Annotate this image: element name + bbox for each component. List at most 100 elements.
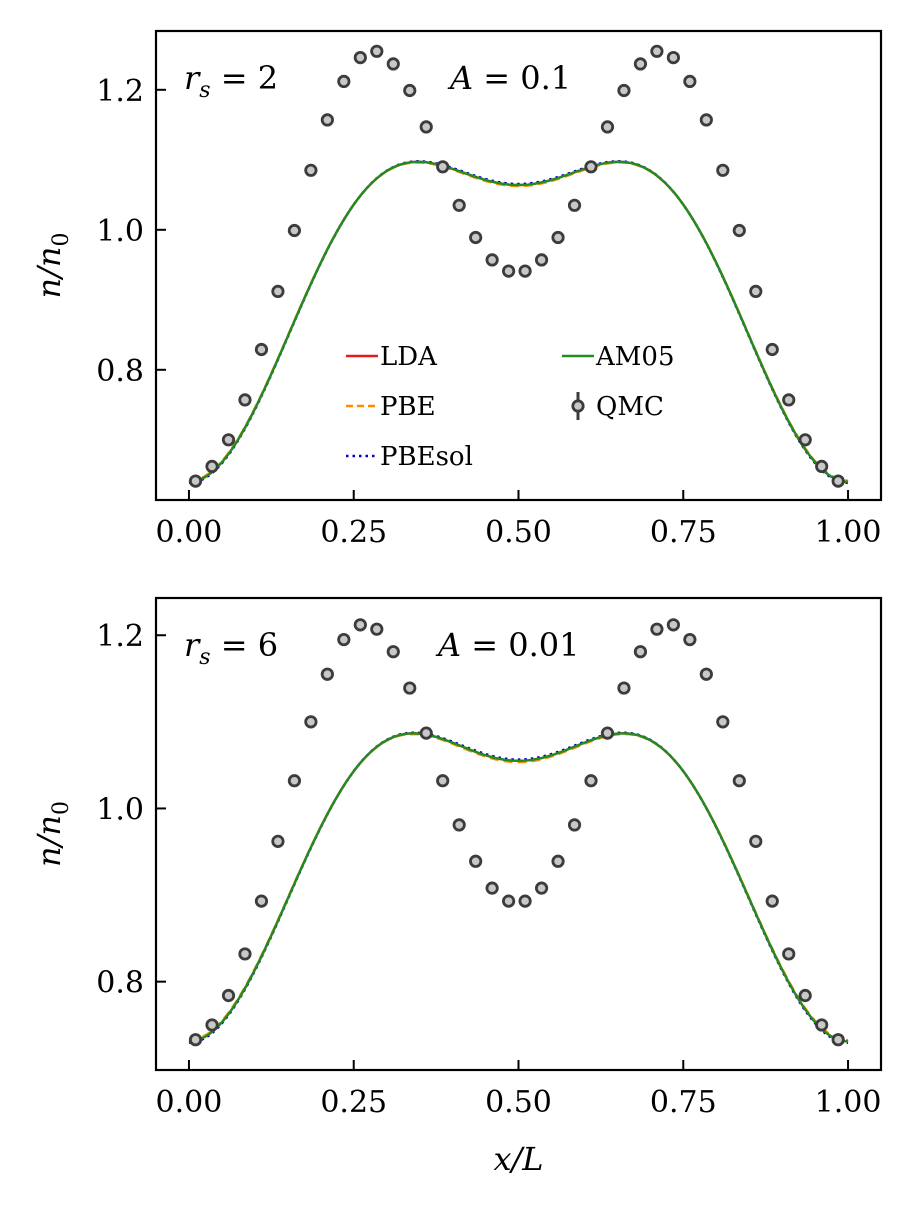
qmc-point (337, 74, 351, 89)
qmc-point (749, 284, 763, 298)
qmc-point (205, 1018, 219, 1032)
qmc-point (666, 50, 680, 65)
qmc-point (584, 774, 598, 788)
qmc-point (534, 881, 549, 895)
qmc-point (534, 253, 549, 267)
qmc-point (304, 163, 318, 177)
qmc-point (831, 1033, 845, 1047)
qmc-point (221, 433, 236, 447)
annotation-A: A = 0.01 (435, 626, 580, 664)
qmc-point (254, 894, 269, 908)
annotation-rs: rs = 6 (184, 626, 278, 670)
qmc-point (699, 113, 713, 127)
qmc-point (831, 474, 845, 488)
qmc-point (732, 223, 746, 238)
y-tick-label: 1.2 (96, 74, 144, 109)
qmc-point (205, 459, 219, 473)
qmc-point (287, 223, 302, 238)
qmc-point (188, 474, 203, 488)
qmc-point (633, 645, 648, 659)
qmc-point (815, 1018, 829, 1032)
qmc-point (370, 44, 384, 58)
qmc-point (798, 433, 812, 447)
y-tick-label: 0.8 (96, 354, 144, 389)
x-tick-label: 0.50 (485, 1085, 552, 1120)
qmc-point (633, 57, 648, 71)
qmc-point (287, 774, 302, 788)
qmc-point (419, 120, 433, 134)
qmc-point (320, 113, 334, 127)
qmc-point (271, 284, 285, 298)
qmc-point (567, 198, 582, 212)
qmc-point (353, 50, 367, 65)
y-tick-label: 1.2 (96, 619, 144, 654)
qmc-point (600, 726, 615, 740)
qmc-point (765, 894, 779, 908)
legend-entry-pbesol: PBEsol (346, 442, 473, 472)
qmc-point (436, 774, 450, 788)
legend-label: PBE (380, 392, 436, 422)
qmc-point (337, 632, 351, 647)
y-tick-label: 1.0 (96, 792, 144, 827)
qmc-point (485, 881, 499, 895)
qmc-point (732, 774, 746, 788)
series-line-pbe (188, 161, 849, 482)
series-lines (188, 731, 849, 1044)
qmc-point (798, 988, 812, 1003)
qmc-points (188, 618, 845, 1047)
qmc-point (188, 1033, 203, 1047)
y-axis-label: n/n0 (30, 233, 74, 299)
qmc-point (584, 160, 598, 174)
qmc-point (650, 622, 664, 636)
qmc-point (502, 894, 516, 908)
series-line-am05 (188, 732, 849, 1043)
x-tick-label: 0.50 (485, 515, 552, 550)
series-line-pbe (188, 732, 849, 1042)
annotation-A: A = 0.1 (447, 59, 571, 97)
qmc-point (617, 681, 631, 695)
qmc-point (716, 715, 730, 729)
legend-label: LDA (380, 342, 438, 372)
legend-label: PBEsol (380, 442, 473, 472)
x-axis-label: x/L (493, 1140, 543, 1178)
annotation-rs: rs = 2 (184, 59, 278, 103)
qmc-point (469, 230, 483, 245)
legend-entry-pbe: PBE (346, 392, 436, 422)
qmc-point (815, 459, 829, 473)
legend-entry-qmc: QMC (571, 392, 664, 422)
panel-bottom: 0.00 0.25 0.50 0.75 1.00 0.8 1.0 1.2 n/n0 rs = 6 A… (30, 596, 883, 1178)
x-tick-label: 0.25 (320, 1085, 387, 1120)
x-tick-label: 0.25 (320, 515, 387, 550)
qmc-point (403, 83, 417, 98)
qmc-point (452, 198, 466, 212)
qmc-point (551, 854, 565, 868)
qmc-point (617, 83, 631, 98)
y-tick-label: 1.0 (96, 214, 144, 249)
series-lines (188, 160, 849, 485)
qmc-point (650, 44, 664, 58)
series-line-pbesol (188, 160, 849, 485)
qmc-point (749, 834, 763, 848)
qmc-point (485, 253, 499, 267)
x-tick-label: 0.75 (650, 1085, 717, 1120)
y-tick-label: 0.8 (96, 966, 144, 1001)
y-axis-label: n/n0 (30, 801, 74, 867)
qmc-point (683, 632, 697, 647)
qmc-point (370, 622, 384, 636)
legend-label: QMC (596, 392, 664, 422)
x-tick-label: 1.00 (815, 515, 882, 550)
legend-entry-lda: LDA (346, 342, 438, 372)
qmc-point (683, 74, 697, 89)
series-line-pbesol (188, 731, 849, 1044)
legend-entry-am05: AM05 (562, 342, 674, 372)
legend-marker (571, 399, 585, 413)
series-line-lda (188, 732, 849, 1043)
qmc-point (716, 163, 730, 177)
x-tick-label: 0.75 (650, 515, 717, 550)
plot-frame (154, 29, 883, 502)
qmc-point (436, 160, 450, 174)
qmc-point (518, 264, 532, 278)
x-tick-label: 0.00 (156, 1085, 223, 1120)
x-tick-label: 1.00 (815, 1085, 882, 1120)
